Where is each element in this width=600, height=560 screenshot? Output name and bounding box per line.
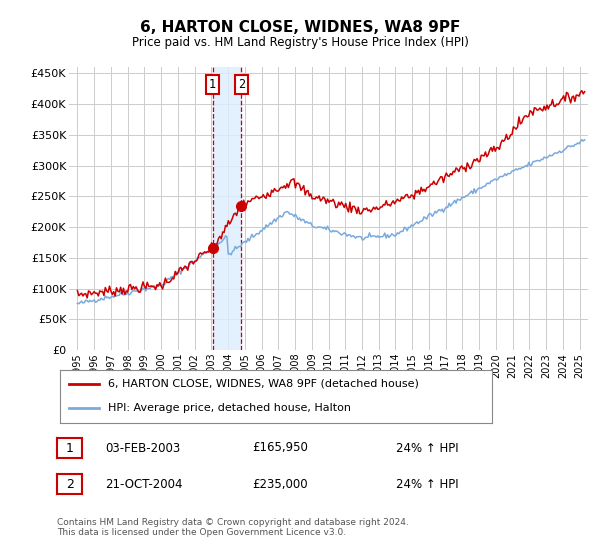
Text: £235,000: £235,000 <box>252 478 308 491</box>
Text: Contains HM Land Registry data © Crown copyright and database right 2024.
This d: Contains HM Land Registry data © Crown c… <box>57 518 409 538</box>
Text: 21-OCT-2004: 21-OCT-2004 <box>105 478 182 491</box>
Text: 1: 1 <box>209 78 216 91</box>
Text: 24% ↑ HPI: 24% ↑ HPI <box>396 478 458 491</box>
Text: 6, HARTON CLOSE, WIDNES, WA8 9PF (detached house): 6, HARTON CLOSE, WIDNES, WA8 9PF (detach… <box>107 379 418 389</box>
Bar <box>212 67 241 350</box>
Text: HPI: Average price, detached house, Halton: HPI: Average price, detached house, Halt… <box>107 403 350 413</box>
Text: 6, HARTON CLOSE, WIDNES, WA8 9PF: 6, HARTON CLOSE, WIDNES, WA8 9PF <box>140 20 460 35</box>
Text: 2: 2 <box>65 478 74 491</box>
Text: 2: 2 <box>238 78 245 91</box>
Text: 1: 1 <box>65 441 74 455</box>
Text: £165,950: £165,950 <box>252 441 308 455</box>
Text: 24% ↑ HPI: 24% ↑ HPI <box>396 441 458 455</box>
Text: Price paid vs. HM Land Registry's House Price Index (HPI): Price paid vs. HM Land Registry's House … <box>131 36 469 49</box>
Text: 03-FEB-2003: 03-FEB-2003 <box>105 441 180 455</box>
